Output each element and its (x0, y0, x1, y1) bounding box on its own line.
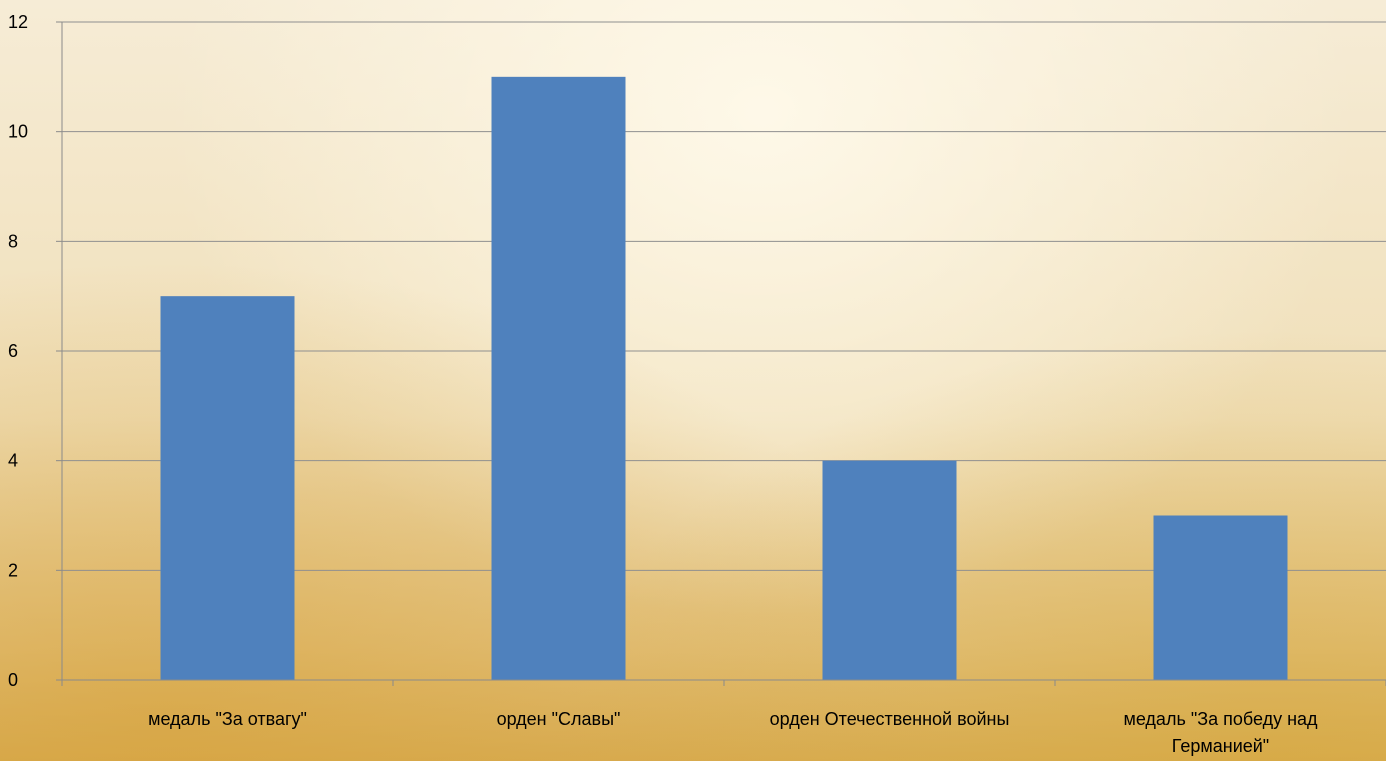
y-tick-label: 2 (8, 560, 18, 580)
y-tick-label: 8 (8, 231, 18, 251)
x-category-label: медаль "За отвагу" (148, 709, 307, 729)
y-tick-label: 6 (8, 341, 18, 361)
x-category-label: орден Отечественной войны (770, 709, 1010, 729)
y-tick-label: 12 (8, 12, 28, 32)
axes (56, 21, 1386, 686)
x-category-label-line: медаль "За отвагу" (148, 709, 307, 729)
bar-3 (822, 460, 957, 680)
labels: 0 2 4 6 8 10 12 медаль "За отвагу" орден "Славы"… (8, 12, 1318, 756)
x-category-label: орден "Славы" (497, 709, 621, 729)
y-tick-label: 0 (8, 670, 18, 690)
x-category-label: медаль "За победу над Германией" (1123, 709, 1318, 756)
bar-4 (1153, 515, 1288, 680)
bars (160, 76, 1288, 681)
bar-2 (491, 76, 626, 681)
x-category-label-line: орден Отечественной войны (770, 709, 1010, 729)
x-category-label-line: орден "Славы" (497, 709, 621, 729)
x-category-label-line: Германией" (1172, 736, 1269, 756)
y-tick-label: 10 (8, 122, 28, 142)
bar-1 (160, 296, 295, 680)
x-category-label-line: медаль "За победу над (1123, 709, 1318, 729)
y-tick-label: 4 (8, 451, 18, 471)
